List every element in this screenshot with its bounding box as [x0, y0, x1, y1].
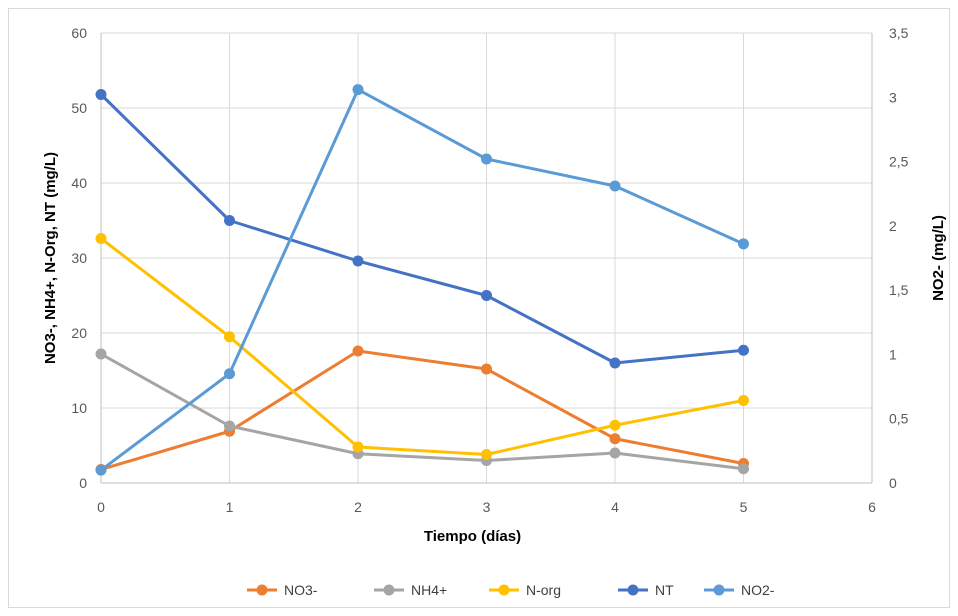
data-point — [481, 153, 492, 165]
series-line — [99, 237, 745, 456]
data-point — [738, 463, 749, 475]
y-tick-label-right: 1 — [889, 346, 897, 362]
series-nh4 — [95, 348, 749, 475]
data-point — [609, 447, 621, 459]
data-point — [95, 233, 107, 244]
y-tick-label-right: 0,5 — [889, 411, 909, 427]
y-tick-label-left: 20 — [71, 325, 87, 341]
data-point — [609, 357, 621, 369]
y-tick-label-right: 0 — [889, 475, 897, 491]
data-point — [481, 449, 492, 460]
legend-marker — [383, 584, 395, 596]
data-point — [609, 433, 621, 445]
legend-item-nh4: NH4+ — [374, 582, 447, 598]
data-point — [609, 419, 621, 431]
y-tick-label-right: 2,5 — [889, 154, 909, 170]
data-point — [352, 441, 364, 453]
y-tick-label-left: 50 — [71, 100, 87, 116]
data-point — [481, 290, 492, 301]
series-lines — [95, 84, 749, 476]
legend-item-n-org: N-org — [489, 582, 561, 598]
legend-label: NO3- — [284, 582, 318, 598]
legend-marker — [627, 584, 639, 596]
data-point — [224, 215, 235, 226]
series-n-org — [95, 233, 749, 460]
legend-item-no3: NO3- — [247, 582, 318, 598]
data-point — [95, 348, 107, 360]
data-point — [481, 363, 492, 375]
x-tick-label: 6 — [868, 499, 876, 515]
y-tick-label-right: 3 — [889, 89, 897, 105]
y-tick-label-right: 3,5 — [889, 25, 909, 41]
legend-item-nt: NT — [618, 582, 674, 598]
data-point — [738, 395, 749, 406]
series-line — [99, 88, 745, 472]
x-tick-label: 0 — [97, 499, 105, 515]
y-tick-label-left: 60 — [71, 25, 87, 41]
data-point — [738, 238, 749, 250]
y-tick-label-right: 2 — [889, 218, 897, 234]
data-point — [95, 89, 107, 100]
data-point — [224, 420, 235, 432]
legend-label: NT — [655, 582, 674, 598]
data-point — [224, 368, 235, 380]
series-line — [99, 349, 745, 471]
series-nt — [95, 89, 749, 369]
legend: NO3- NH4+ N-org NT NO2- — [247, 582, 775, 598]
legend-item-no2: NO2- — [704, 582, 775, 598]
x-tick-label: 3 — [483, 499, 491, 515]
y-tick-label-right: 1,5 — [889, 282, 909, 298]
series-no2 — [95, 84, 749, 476]
series-line — [99, 93, 745, 365]
data-point — [352, 345, 364, 357]
series-no3 — [95, 345, 749, 475]
x-tick-label: 4 — [611, 499, 619, 515]
data-point — [738, 344, 749, 356]
y-tick-label-left: 10 — [71, 400, 87, 416]
y-axis-title-right: NO2- (mg/L) — [930, 215, 947, 301]
legend-marker — [713, 584, 725, 596]
legend-marker — [498, 584, 510, 596]
x-tick-label: 1 — [226, 499, 234, 515]
y-tick-label-left: 0 — [79, 475, 87, 491]
x-tick-label: 2 — [354, 499, 362, 515]
axes — [100, 33, 873, 484]
chart-container: 0 10 20 30 40 50 60 0 1 2 3 4 5 6 0 0,5 1 1,5 2 2,5 3 3,5 Tie… — [8, 8, 950, 608]
y-tick-label-left: 30 — [71, 250, 87, 266]
data-point — [95, 464, 107, 476]
data-point — [352, 84, 364, 96]
x-tick-label: 5 — [740, 499, 748, 515]
x-axis-title: Tiempo (días) — [424, 528, 521, 545]
y-tick-label-left: 40 — [71, 175, 87, 191]
data-point — [609, 180, 621, 192]
legend-label: NH4+ — [411, 582, 447, 598]
data-point — [224, 331, 235, 343]
data-point — [352, 255, 364, 267]
legend-label: N-org — [526, 582, 561, 598]
legend-label: NO2- — [741, 582, 775, 598]
legend-marker — [256, 584, 268, 596]
series-line — [99, 352, 745, 471]
y-axis-title-left: NO3-, NH4+, N-Org, NT (mg/L) — [42, 152, 59, 364]
gridlines — [101, 32, 873, 483]
